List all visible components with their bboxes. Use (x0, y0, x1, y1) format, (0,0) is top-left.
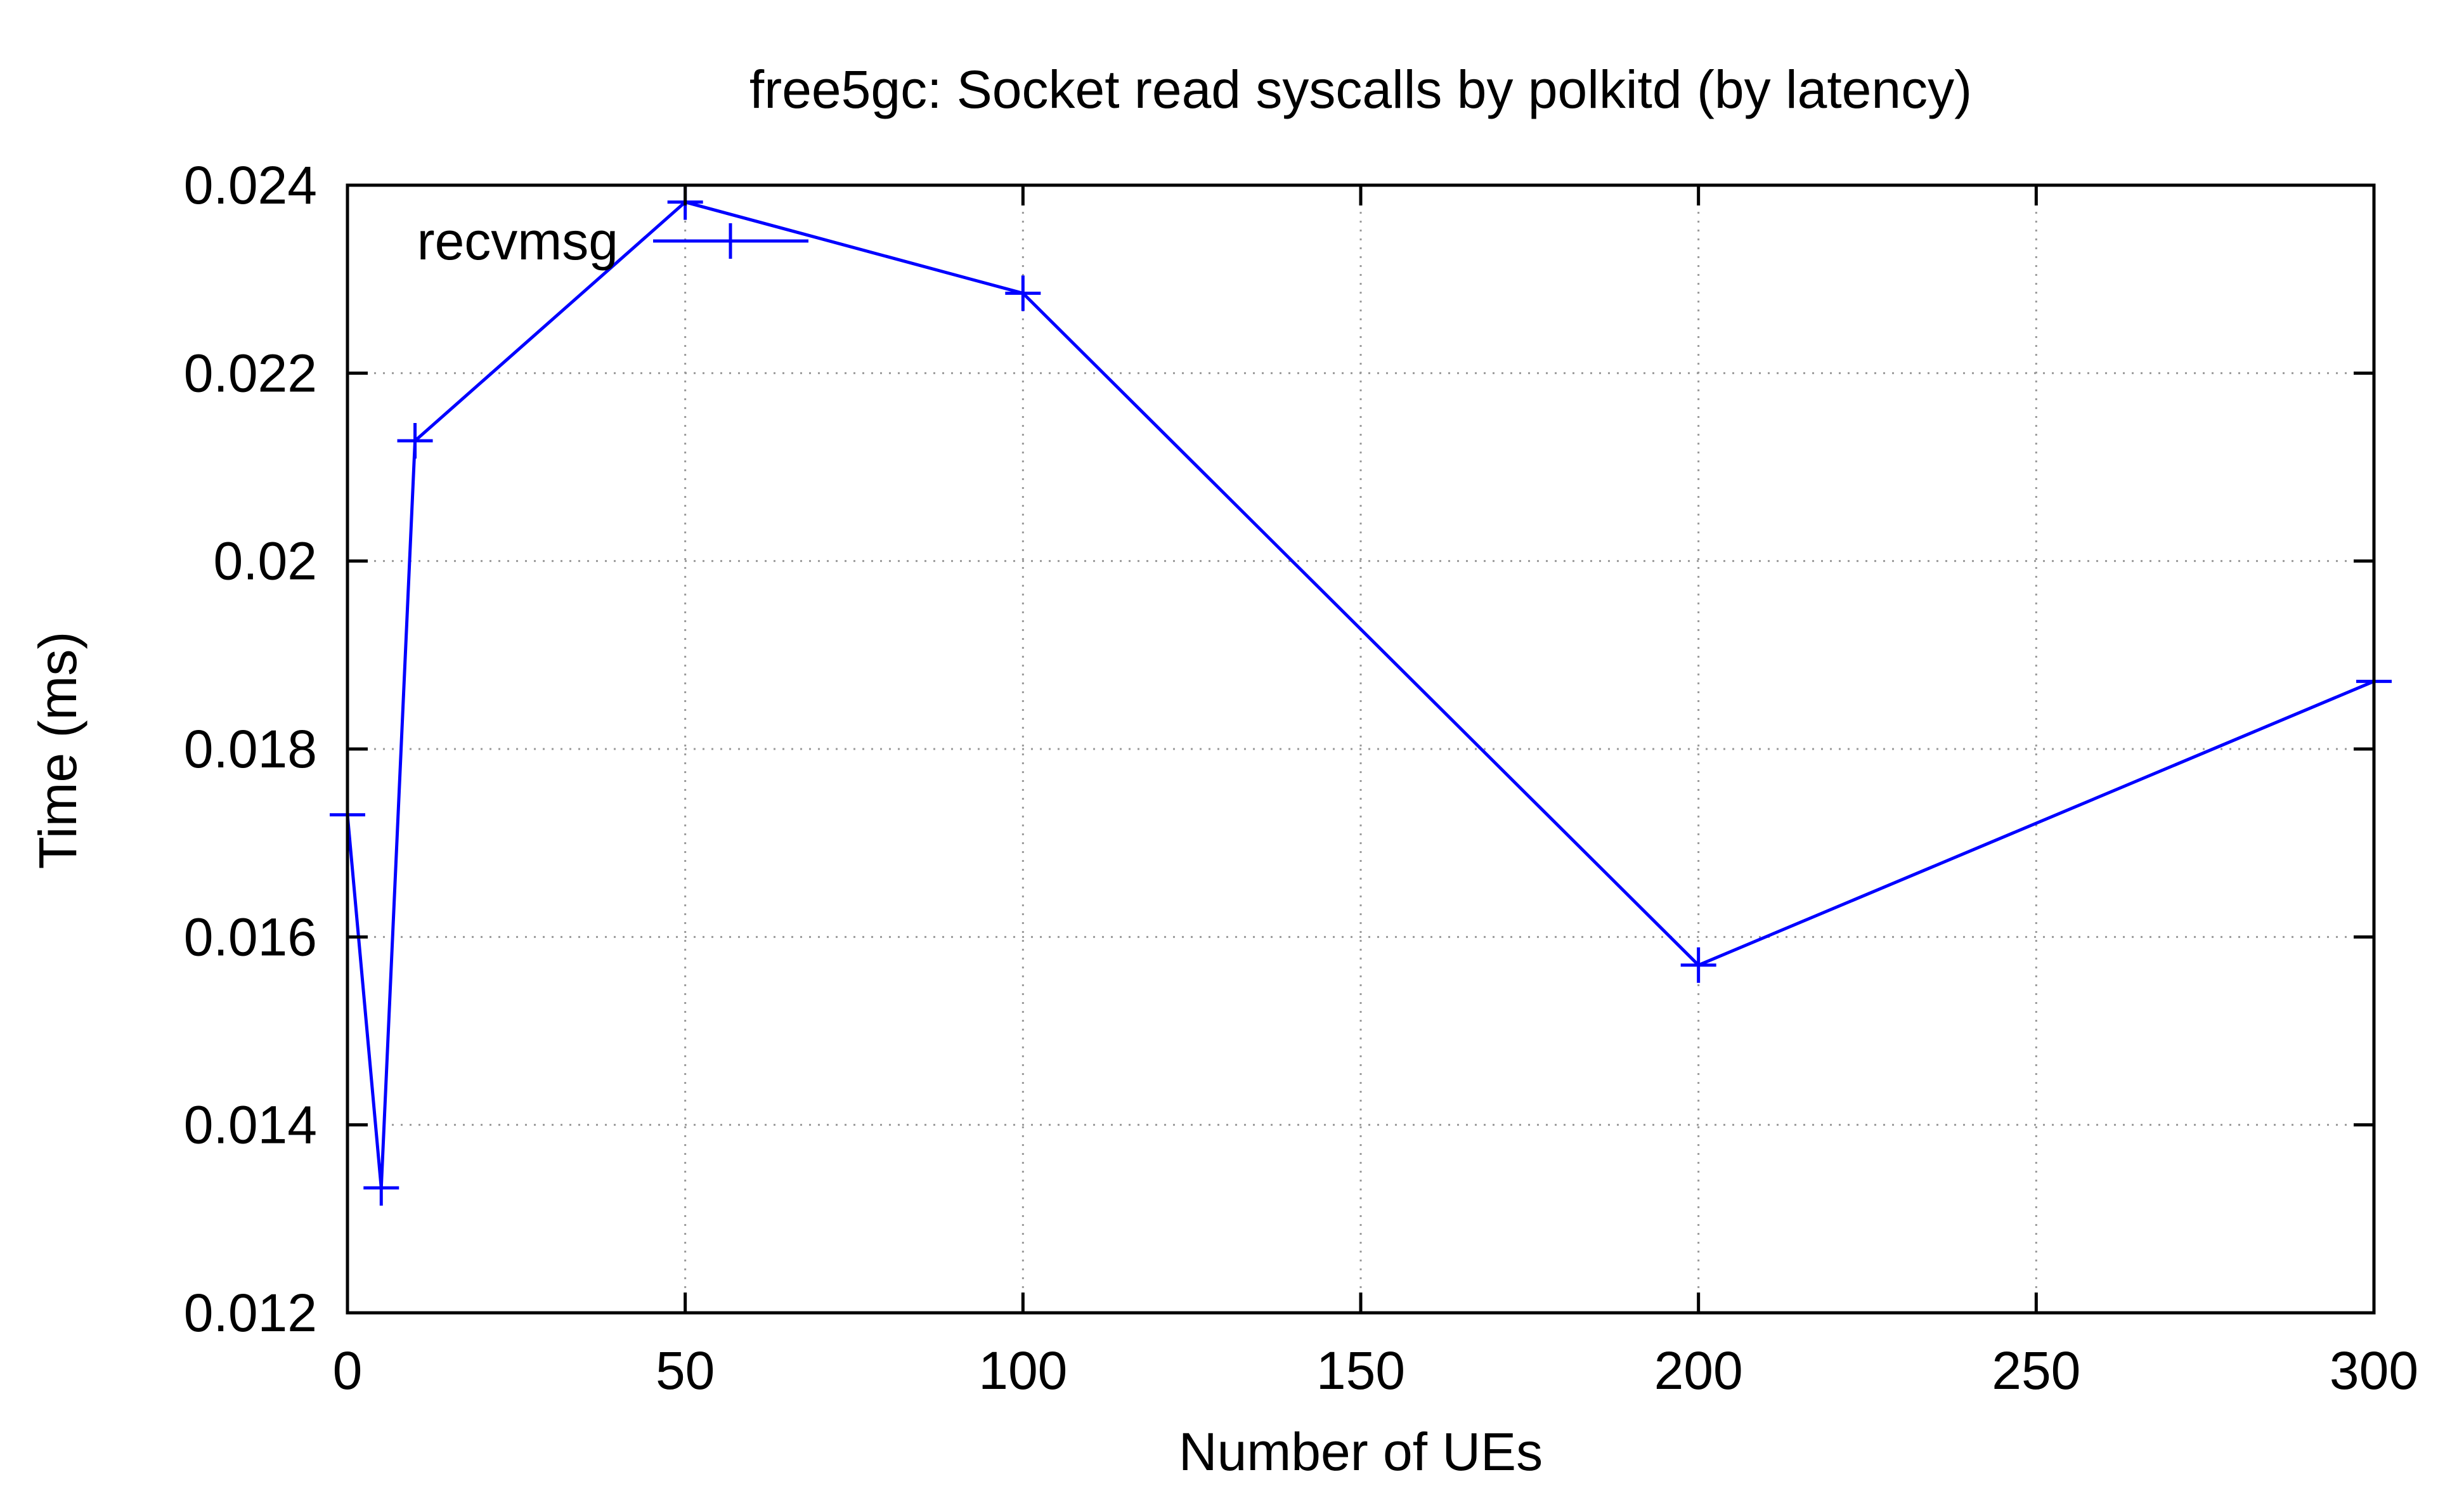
y-tick-label: 0.024 (184, 155, 317, 215)
axis-ticks: 0.012 0.014 0.016 0.018 0.02 0.022 0.024 0 50 100… (184, 155, 2418, 1400)
chart-title: free5gc: Socket read syscalls by polkitd… (749, 60, 1972, 119)
legend-label: recvmsg (417, 211, 618, 271)
y-tick-label: 0.012 (184, 1283, 317, 1343)
grid (347, 185, 2374, 1313)
y-tick-label: 0.016 (184, 907, 317, 967)
legend: recvmsg (417, 211, 808, 271)
y-tick-label: 0.02 (214, 531, 318, 591)
x-tick-label: 50 (656, 1341, 715, 1400)
data-point-marker (397, 423, 433, 459)
x-tick-label: 300 (2330, 1341, 2418, 1400)
x-tick-label: 150 (1316, 1341, 1405, 1400)
legend-marker (713, 223, 748, 259)
y-axis-label: Time (ms) (28, 632, 88, 869)
x-tick-label: 250 (1992, 1341, 2080, 1400)
y-tick-label: 0.014 (184, 1095, 317, 1155)
x-tick-label: 200 (1654, 1341, 1743, 1400)
x-axis-label: Number of UEs (1179, 1422, 1543, 1482)
data-point-marker (1680, 947, 1716, 983)
data-point-marker (363, 1169, 399, 1206)
y-tick-label: 0.022 (184, 343, 317, 403)
y-tick-label: 0.018 (184, 719, 317, 779)
data-point-marker (1005, 275, 1041, 311)
x-tick-label: 100 (978, 1341, 1067, 1400)
x-tick-label: 0 (333, 1341, 363, 1400)
